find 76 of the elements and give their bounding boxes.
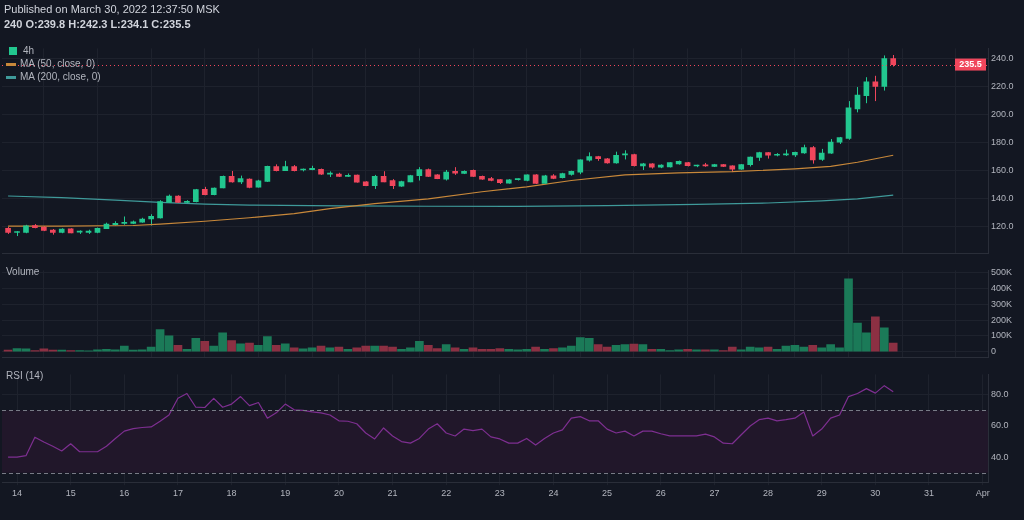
y-tick-label: 200.0 [991, 108, 1014, 119]
bar [450, 347, 460, 352]
y-tick-label: 160.0 [991, 165, 1014, 176]
x-tick-label: 31 [923, 488, 934, 499]
x-tick-label: 19 [280, 488, 291, 499]
bar [763, 346, 773, 352]
x-tick-label: Apr [975, 488, 990, 499]
ref-line-label: 235.5 [959, 59, 982, 70]
y-tick-label: 80.0 [991, 389, 1009, 400]
chart-title: Published on March 30, 2022 12:37:50 MSK [4, 3, 220, 15]
y-tick-label: 40.0 [991, 451, 1009, 462]
bar [531, 346, 540, 352]
x-tick-label: 27 [709, 488, 720, 499]
x-tick-label: 22 [441, 488, 452, 499]
y-tick-label: 220.0 [991, 80, 1014, 91]
bar [334, 346, 344, 352]
bar [540, 349, 549, 352]
y-tick-label: 500K [991, 266, 1013, 277]
bar [808, 345, 818, 352]
bar [647, 349, 657, 352]
candlestick [872, 75, 879, 102]
x-tick-label: 18 [226, 488, 237, 499]
candlestick [863, 76, 870, 104]
chart-subtitle: 240 O:239.8 H:242.3 L:234.1 C:235.5 [4, 18, 191, 30]
x-tick-label: 20 [333, 488, 344, 499]
bar [271, 345, 281, 352]
x-tick-label: 29 [816, 488, 827, 499]
bar [343, 349, 353, 352]
bar [200, 341, 210, 352]
bar [289, 347, 299, 352]
y-tick-label: 0 [991, 346, 997, 357]
bar [370, 345, 379, 352]
bar [280, 343, 290, 352]
y-tick-label: 120.0 [991, 221, 1014, 232]
x-tick-label: 26 [655, 488, 666, 499]
x-tick-label: 21 [387, 488, 398, 499]
x-tick-label: 17 [172, 488, 183, 499]
bar [325, 347, 335, 352]
bar [236, 343, 245, 352]
bar [879, 327, 889, 352]
bar [441, 344, 451, 352]
x-tick-label: 25 [602, 488, 613, 499]
bar [316, 345, 326, 352]
bar [173, 345, 183, 352]
x-tick-label: 16 [119, 488, 130, 499]
y-tick-label: 300K [991, 298, 1013, 309]
bar [549, 348, 558, 352]
bar [629, 343, 639, 352]
chart-title: Volume [6, 266, 40, 277]
y-tick-label: 100K [991, 330, 1013, 341]
y-tick-label: 140.0 [991, 193, 1014, 204]
bar [710, 349, 719, 352]
x-tick-label: 23 [494, 488, 505, 499]
bar [638, 344, 648, 352]
y-tick-label: 400K [991, 282, 1013, 293]
bar [459, 349, 469, 352]
x-tick-label: 24 [548, 488, 559, 499]
x-tick-label: 28 [763, 488, 774, 499]
bar [245, 342, 254, 352]
bar [227, 340, 236, 352]
x-tick-label: 15 [65, 488, 76, 499]
bar [701, 349, 710, 352]
x-tick-label: 14 [12, 488, 23, 499]
chart-title: RSI (14) [6, 370, 44, 381]
legend-label: MA (50, close, 0) [20, 58, 96, 69]
bar [888, 342, 898, 352]
y-tick-label: 60.0 [991, 420, 1009, 431]
x-tick-label: 30 [870, 488, 881, 499]
y-tick-label: 240.0 [991, 52, 1014, 63]
bar [692, 349, 701, 352]
legend-label: MA (200, close, 0) [20, 71, 101, 82]
bar [871, 316, 880, 352]
legend-label: 4h [23, 45, 35, 56]
bar [683, 349, 692, 352]
y-tick-label: 200K [991, 314, 1013, 325]
y-tick-label: 180.0 [991, 137, 1014, 148]
